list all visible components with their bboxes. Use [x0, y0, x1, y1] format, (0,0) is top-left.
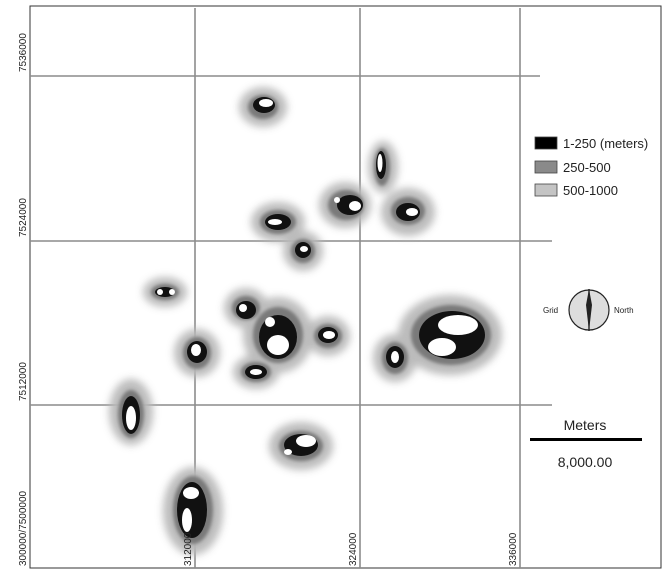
- scale-bar-title: Meters: [564, 417, 607, 433]
- grid-label-x-336000: 336000: [508, 532, 519, 566]
- grid-labels: 7536000 7524000 7512000 300000/7500000 3…: [18, 33, 519, 566]
- grid-label-x-324000: 324000: [348, 532, 359, 566]
- scale-bar: Meters 8,000.00: [530, 417, 642, 470]
- grid-label-y-7536000: 7536000: [18, 33, 29, 72]
- legend: 1-250 (meters) 250-500 500-1000: [534, 136, 648, 198]
- legend-swatch-500-1000: [534, 183, 558, 197]
- scale-bar-value: 8,000.00: [558, 454, 613, 470]
- scale-bar-line: [530, 438, 642, 441]
- grid-label-origin: 300000/7500000: [18, 490, 29, 566]
- grid-label-x-312000: 312000: [183, 532, 194, 566]
- legend-label-250-500: 250-500: [563, 160, 611, 175]
- grid-label-y-7524000: 7524000: [18, 198, 29, 237]
- north-arrow-grid-label: Grid: [543, 306, 558, 315]
- legend-swatch-250-500: [534, 160, 558, 174]
- north-needle-icon: [586, 289, 592, 331]
- legend-label-500-1000: 500-1000: [563, 183, 618, 198]
- grid-label-y-7512000: 7512000: [18, 362, 29, 401]
- feature-cores: [126, 99, 478, 532]
- legend-swatch-1-250: [534, 136, 558, 150]
- north-arrow: Grid North: [543, 289, 634, 331]
- map-frame: [29, 5, 662, 569]
- north-arrow-north-label: North: [614, 306, 634, 315]
- legend-label-1-250: 1-250 (meters): [563, 136, 648, 151]
